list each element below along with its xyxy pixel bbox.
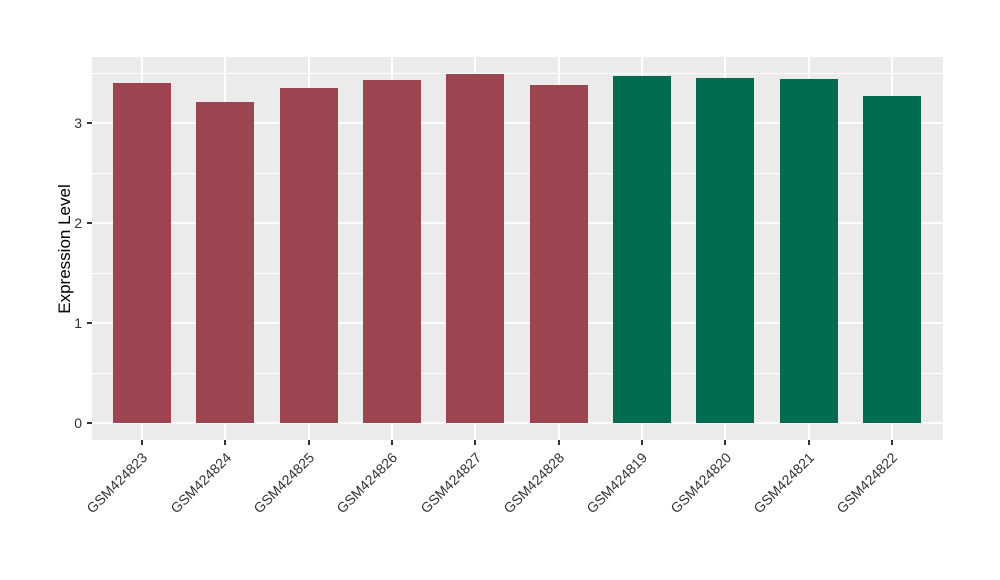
x-axis-tick-mark [141, 440, 143, 445]
bar [196, 102, 255, 423]
x-axis-tick-label: GSM424824 [167, 449, 234, 517]
x-axis-tick-label: GSM424820 [667, 449, 734, 517]
bar [862, 96, 921, 423]
y-axis-title: Expression Level [55, 183, 74, 314]
x-axis-tick-label: GSM424821 [750, 449, 818, 517]
x-axis-tick-label: GSM424819 [583, 449, 651, 517]
x-axis-tick-mark [807, 440, 810, 445]
x-axis-tick-label: GSM424822 [833, 449, 901, 517]
x-axis-tick-mark [307, 440, 310, 445]
y-axis-tick-label: 3 [74, 115, 82, 131]
x-axis-tick-label: GSM424828 [500, 449, 568, 517]
bar [279, 88, 338, 423]
bar [446, 74, 505, 423]
x-axis-tick-mark [640, 440, 643, 445]
y-axis-tick-mark [87, 422, 92, 424]
bar [612, 76, 671, 423]
bar [696, 78, 755, 423]
x-axis-tick-mark [474, 440, 477, 445]
x-axis-tick-mark [224, 440, 227, 445]
gridline-major [92, 122, 943, 124]
plot-panel [92, 57, 943, 440]
x-axis-tick-mark [724, 440, 727, 445]
bar [529, 85, 588, 423]
bar [779, 79, 838, 423]
y-axis-tick-mark [87, 122, 92, 124]
bar [113, 83, 171, 423]
gridline-minor [92, 372, 943, 374]
y-axis-tick-mark [87, 222, 92, 224]
x-axis-tick-label: GSM424826 [333, 449, 401, 517]
bar [362, 80, 421, 423]
x-axis-tick-mark [390, 440, 393, 445]
x-axis-tick-mark [890, 440, 893, 445]
x-axis-tick-label: GSM424825 [250, 449, 318, 517]
gridline-minor [92, 272, 943, 274]
gridline-minor [92, 172, 943, 174]
x-axis-tick-label: GSM424823 [83, 449, 151, 517]
gridline-major [92, 422, 943, 424]
y-axis-tick-mark [87, 322, 92, 324]
y-axis-tick-label: 1 [74, 315, 82, 331]
gridline-major [92, 322, 943, 324]
y-axis-tick-label: 2 [74, 215, 82, 231]
gridline-minor [92, 72, 943, 74]
x-axis-tick-label: GSM424827 [417, 449, 484, 517]
y-axis-tick-label: 0 [74, 415, 82, 431]
x-axis-tick-mark [557, 440, 560, 445]
gridline-major [92, 222, 943, 224]
